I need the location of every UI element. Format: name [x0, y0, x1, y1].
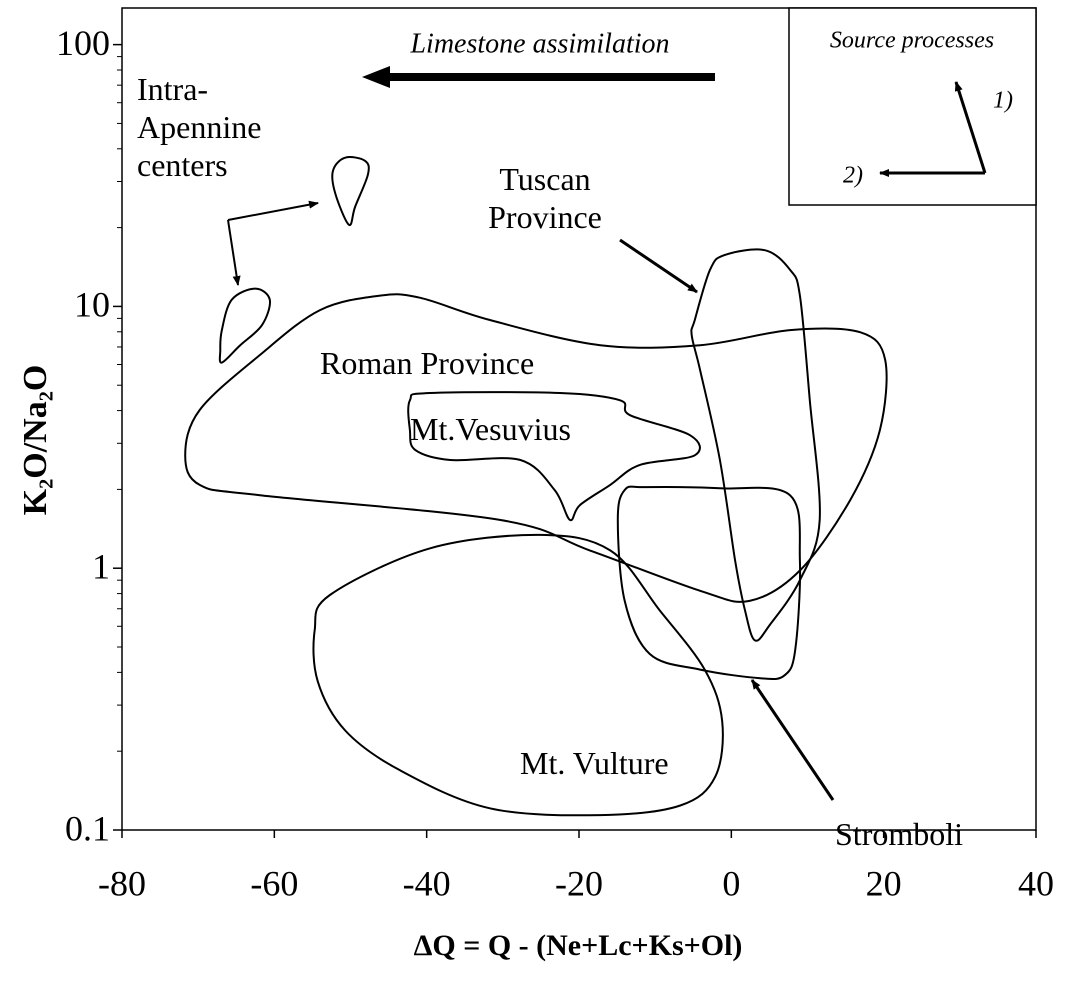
annotation: Source processes: [830, 28, 994, 54]
x-tick-label: -40: [403, 863, 451, 903]
field-outline: [616, 485, 802, 680]
annotation: 1): [993, 88, 1013, 114]
process-arrow: [954, 81, 987, 174]
x-tick-label: -60: [250, 863, 298, 903]
region-label: Stromboli: [835, 816, 964, 852]
pointer-arrow: [227, 219, 241, 286]
region-label: Intra-Apennine centers: [137, 71, 262, 183]
x-tick-label: 0: [722, 863, 740, 903]
y-tick-label: 0.1: [65, 808, 110, 848]
region-label: Mt.Vesuvius: [410, 411, 571, 447]
field-outline: [407, 391, 701, 522]
assimilation-arrowhead: [362, 66, 390, 88]
region-label: Mt. Vulture: [520, 745, 669, 781]
region-label: Tuscan Province: [488, 161, 602, 235]
x-tick-label: 40: [1018, 863, 1054, 903]
pointer-arrow: [227, 200, 319, 221]
field-outline: [331, 156, 370, 227]
region-label: Roman Province: [320, 345, 535, 381]
y-axis-title: K₂O/Na₂O: [17, 365, 54, 516]
annotation: Limestone assimilation: [409, 28, 669, 59]
pointer-arrow: [750, 679, 835, 801]
field-outline: [312, 533, 724, 817]
pointer-arrow: [619, 238, 698, 294]
field-outline: [184, 293, 888, 603]
field-outline: [690, 248, 821, 642]
y-tick-label: 10: [74, 285, 110, 325]
x-axis-title: ΔQ = Q - (Ne+Lc+Ks+Ol): [414, 929, 743, 962]
field-outline: [218, 287, 271, 364]
y-tick-label: 1: [92, 546, 110, 586]
x-tick-label: -80: [98, 863, 146, 903]
annotation: 2): [843, 163, 863, 189]
x-tick-label: 20: [866, 863, 902, 903]
y-tick-label: 100: [56, 23, 110, 63]
x-tick-label: -20: [555, 863, 603, 903]
